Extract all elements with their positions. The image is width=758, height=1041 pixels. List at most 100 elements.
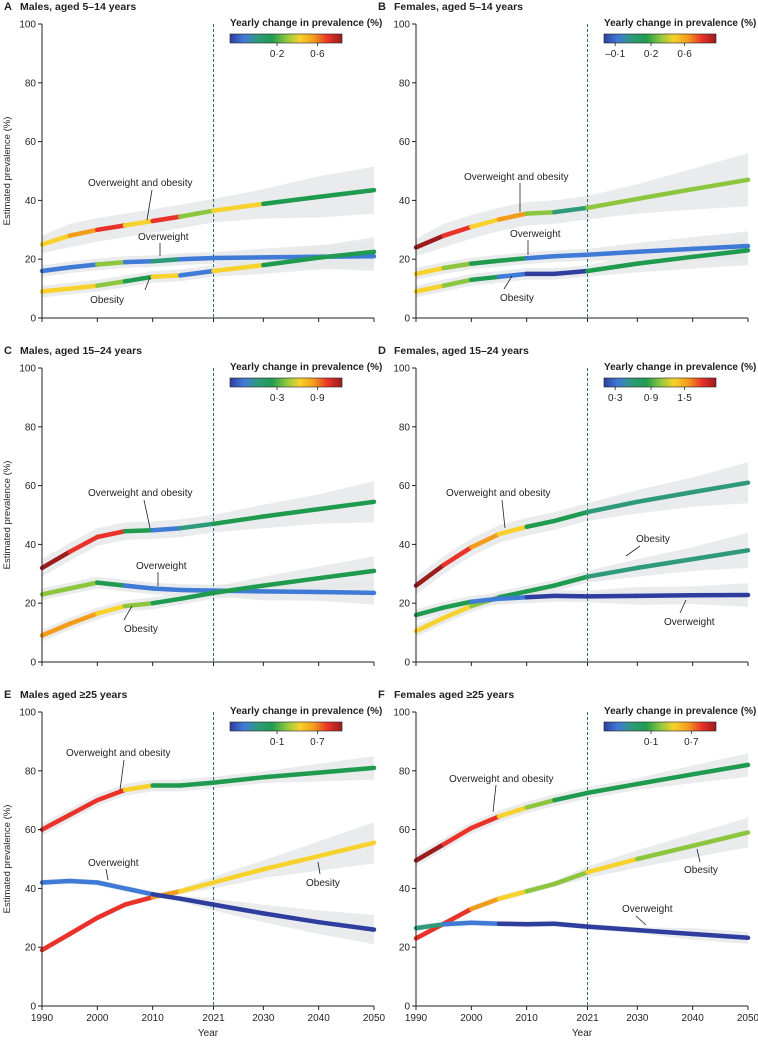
y-tick-label: 0 (30, 658, 36, 669)
colorbar (603, 721, 717, 732)
panel-c: C Males, aged 15–24 years 0 20 40 60 80 100 Esti… (2, 345, 382, 669)
series-segment (122, 274, 155, 284)
series-segment (690, 480, 751, 495)
annotation-leader (503, 275, 513, 290)
colorbar-tick-label: 0·6 (310, 49, 325, 60)
colorbar-tick-label: –0·1 (605, 49, 625, 60)
series-annotation: Overweight and obesity (464, 172, 569, 183)
series-segment (524, 593, 557, 600)
series-annotation: Obesity (124, 624, 158, 635)
x-axis-label: Year (572, 1028, 593, 1039)
series-segment (496, 889, 529, 901)
series-line (413, 480, 751, 588)
series-segment (635, 843, 695, 862)
series-segment (67, 915, 100, 937)
series-line (39, 878, 377, 932)
y-tick-label: 20 (399, 255, 411, 266)
series-segment (316, 919, 377, 932)
series-segment (469, 531, 502, 550)
series-segment (67, 283, 100, 291)
series-segment (524, 797, 557, 810)
series-annotation: Overweight (138, 232, 189, 243)
series-segment (261, 770, 321, 780)
series-line (413, 243, 751, 277)
colorbar-title: Yearly change in prevalence (%) (230, 18, 382, 29)
series-segment (39, 931, 72, 953)
series-segment (690, 830, 751, 849)
series-segment (261, 255, 321, 268)
colorbar-tick-label: 0·6 (677, 49, 692, 60)
panel-d: D Females, aged 15–24 years 0 20 40 60 80 100 Ov… (378, 345, 756, 669)
y-tick-label: 60 (25, 825, 37, 836)
series-segment (413, 265, 446, 277)
annotation-leader (144, 276, 151, 291)
colorbar-tick-label: 1·5 (677, 393, 692, 404)
series-segment (95, 223, 128, 233)
x-tick-label: 2050 (363, 1013, 386, 1024)
series-segment (496, 271, 529, 280)
y-tick-label: 80 (399, 766, 411, 777)
series-segment (122, 886, 155, 897)
panel-letter: D (378, 345, 386, 357)
colorbar-tick-label: 0·2 (270, 49, 285, 60)
series-segment (150, 214, 183, 224)
series-segment (67, 262, 100, 270)
series-segment (261, 506, 321, 519)
x-tick-label: 2040 (308, 1013, 331, 1024)
panel-a: A Males, aged 5–14 years 0 20 40 60 80 100 Estim… (2, 1, 382, 325)
series-segment (413, 615, 446, 634)
uncertainty-band (416, 753, 748, 867)
colorbar-title: Yearly change in prevalence (%) (604, 18, 756, 29)
series-segment (585, 261, 640, 274)
series-segment (211, 262, 266, 274)
colorbar-tick-label: 0·9 (310, 393, 325, 404)
series-segment (39, 233, 72, 247)
y-tick-label: 100 (393, 708, 410, 719)
panel-title: Males, aged 5–14 years (20, 1, 136, 13)
series-segment (524, 921, 557, 927)
series-segment (261, 589, 321, 595)
y-tick-label: 60 (399, 825, 411, 836)
colorbar-tick-label: 0·9 (644, 393, 659, 404)
series-segment (67, 611, 100, 627)
series-segment (496, 256, 529, 263)
series-segment (95, 603, 128, 616)
series-segment (211, 255, 266, 261)
colorbar-tick-label: 0·7 (310, 737, 325, 748)
uncertainty-band (416, 817, 748, 942)
series-segment (150, 525, 183, 533)
series-segment (261, 853, 321, 872)
series-segment (211, 583, 266, 596)
series-segment (39, 878, 72, 885)
x-tick-label: 2000 (460, 1013, 483, 1024)
y-tick-label: 60 (399, 137, 411, 148)
series-annotation: Overweight (136, 561, 187, 572)
series-segment (552, 509, 590, 524)
series-segment (690, 931, 751, 941)
series-line (413, 548, 751, 634)
series-segment (552, 252, 590, 259)
series-segment (690, 548, 751, 562)
annotation-leader (696, 848, 701, 863)
series-segment (469, 896, 502, 912)
y-tick-label: 0 (404, 314, 410, 325)
series-segment (211, 775, 266, 785)
series-segment (552, 869, 590, 887)
x-tick-label: 2010 (142, 1013, 165, 1024)
y-tick-label: 100 (19, 364, 36, 375)
x-axis-label: Year (198, 1028, 219, 1039)
series-segment (95, 902, 128, 921)
series-segment (496, 524, 529, 537)
series-segment (39, 549, 72, 571)
y-tick-label: 40 (25, 196, 37, 207)
panel-title: Females aged ≥25 years (394, 689, 514, 701)
series-segment (211, 201, 266, 213)
series-segment (585, 565, 640, 579)
series-segment (95, 528, 128, 540)
series-line (413, 248, 751, 294)
series-annotation: Overweight and obesity (446, 488, 551, 499)
series-segment (585, 856, 640, 875)
y-tick-label: 40 (399, 884, 411, 895)
series-segment (690, 243, 751, 252)
series-segment (496, 595, 529, 602)
